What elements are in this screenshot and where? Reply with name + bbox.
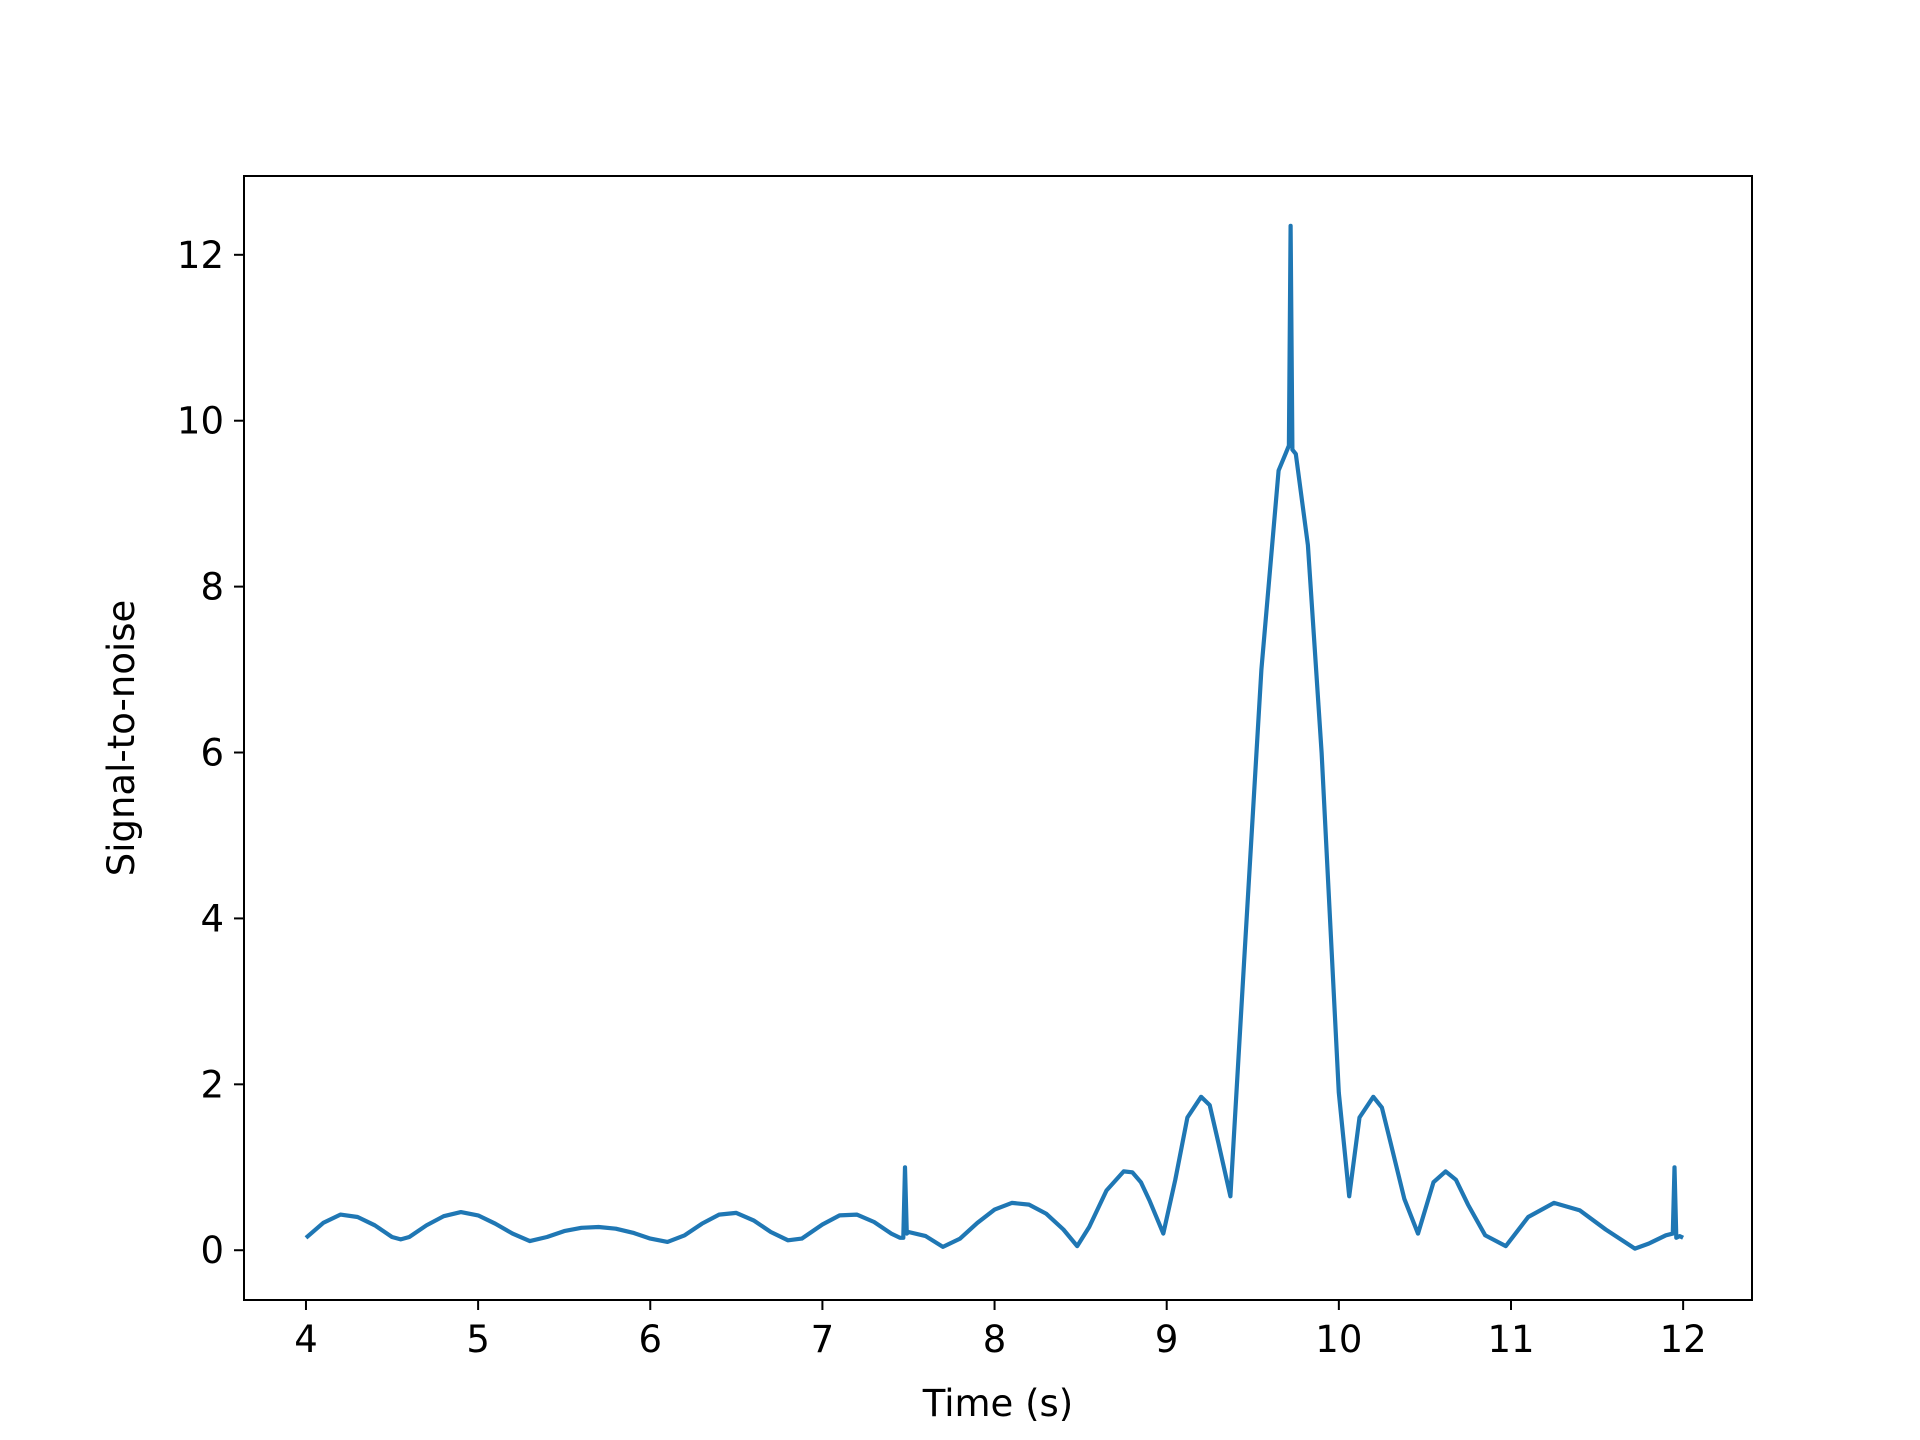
y-tick-label: 8	[200, 566, 224, 609]
x-tick-label: 6	[638, 1318, 662, 1361]
y-tick-label: 6	[200, 732, 224, 775]
y-tick-label: 12	[177, 234, 224, 277]
x-tick-label: 5	[466, 1318, 490, 1361]
x-tick-label: 12	[1660, 1318, 1707, 1361]
y-tick-label: 10	[177, 400, 224, 443]
x-tick-label: 11	[1487, 1318, 1534, 1361]
x-tick-label: 9	[1155, 1318, 1179, 1361]
x-tick-label: 7	[811, 1318, 835, 1361]
y-axis-label: Signal-to-noise	[100, 600, 143, 877]
x-axis-label: Time (s)	[922, 1382, 1073, 1425]
plot-area	[243, 175, 1753, 1301]
y-tick-label: 4	[200, 897, 224, 940]
x-tick-label: 8	[983, 1318, 1007, 1361]
y-axis: 0 2 4 6 8 10 12	[177, 234, 244, 1272]
x-tick-label: 10	[1315, 1318, 1362, 1361]
x-axis: 4 5 6 7 8 9 10 11 12	[294, 1300, 1707, 1361]
series-line	[304, 223, 1685, 1251]
y-tick-label: 2	[200, 1063, 224, 1106]
y-tick-label: 0	[200, 1229, 224, 1272]
x-tick-label: 4	[294, 1318, 318, 1361]
axes-frame	[243, 175, 1753, 1301]
